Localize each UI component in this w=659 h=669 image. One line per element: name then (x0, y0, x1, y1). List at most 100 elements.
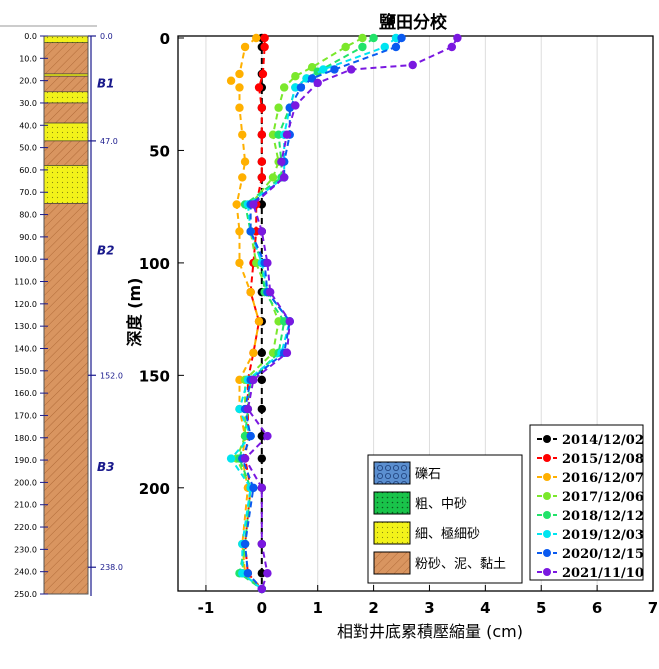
data-point (232, 200, 241, 209)
data-point (235, 69, 244, 79)
depth-tick-label: 140.0 (14, 344, 37, 353)
x-tick-label: 5 (536, 599, 546, 617)
legend-label: 2019/12/03 (562, 528, 644, 543)
data-point (238, 173, 247, 182)
x-tick-label: 2 (368, 599, 378, 617)
data-point (263, 569, 272, 578)
layer-sand (43, 35, 89, 43)
chart-title: 鹽田分校 (379, 12, 448, 33)
data-point (257, 227, 267, 236)
series-line (243, 37, 459, 590)
legend-swatch-marker (543, 435, 551, 443)
boundary-label: 0.0 (100, 32, 113, 41)
series-2017-12-06 (232, 33, 367, 594)
depth-tick-label: 110.0 (14, 278, 37, 287)
stratigraphic-column: 0.0 10.0 20.0 30.0 40.0 50.0 60.0 70.0 80.0 90.0 1… (0, 25, 123, 599)
data-point (266, 287, 275, 297)
depth-tick-label: 200.0 (14, 478, 37, 487)
legend-swatch-marker (543, 492, 551, 500)
data-point (246, 287, 255, 297)
plot-frame (177, 35, 654, 592)
data-point (447, 42, 457, 52)
y-axis-ticks: 0 50 100 150 200 (139, 30, 184, 498)
soil-label: 細、極細砂 (415, 526, 480, 542)
legend-label: 2018/12/12 (562, 509, 644, 524)
layer-silt (43, 203, 89, 595)
data-point (257, 539, 267, 549)
depth-tick-label: 150.0 (14, 367, 37, 376)
series-line (235, 37, 363, 590)
soil-label: 粉砂、泥、黏土 (415, 556, 506, 572)
depth-tick-label: 20.0 (19, 77, 37, 86)
data-point (246, 227, 255, 236)
zone-label-B1: B1 (97, 76, 115, 90)
boundary-label: 152.0 (100, 371, 123, 380)
data-point (391, 42, 401, 52)
data-point (279, 83, 289, 92)
soil-label: 粗、中砂 (415, 497, 467, 512)
plot-area: -1 0 1 2 3 4 5 6 7 0 50 100 150 200 鹽田分校 相對井底累積壓縮量 (… (125, 12, 658, 641)
data-point (257, 454, 267, 463)
series-2021-11-10 (240, 33, 462, 594)
layer-silt (43, 42, 89, 75)
layer-silt (43, 75, 89, 93)
data-point (249, 483, 258, 492)
data-point (235, 83, 244, 92)
data-point (358, 33, 367, 43)
data-point (257, 157, 267, 166)
depth-tick-label: 80.0 (19, 211, 37, 220)
depth-tick-label: 40.0 (19, 121, 37, 130)
soil-swatch-coarse (373, 491, 411, 515)
legend-label: 2017/12/06 (562, 490, 644, 505)
depth-tick-label: 210.0 (14, 501, 37, 510)
data-point (307, 74, 317, 83)
data-point (263, 431, 272, 441)
x-tick-label: 7 (648, 599, 658, 617)
layer-sand (43, 73, 89, 77)
data-point (249, 348, 258, 358)
legend-swatch-marker (543, 454, 551, 462)
data-point (249, 375, 258, 385)
y-tick-label: 50 (149, 142, 170, 160)
zone-label-B3: B3 (97, 460, 115, 474)
x-tick-label: -1 (198, 599, 215, 617)
y-tick-label: 150 (139, 367, 170, 385)
data-point (296, 83, 306, 92)
depth-tick-label: 10.0 (19, 54, 37, 63)
depth-tick-label: 60.0 (19, 166, 37, 175)
data-point (257, 173, 267, 182)
data-point (347, 65, 356, 74)
data-point (282, 348, 292, 358)
legend-swatch-marker (543, 530, 551, 538)
y-tick-label: 200 (139, 480, 170, 498)
depth-tick-label: 170.0 (14, 411, 37, 420)
series-legend: 2014/12/02 2015/12/08 2016/12/07 2017/12/06… (529, 424, 644, 581)
depth-tick-label: 190.0 (14, 456, 37, 465)
data-point (279, 173, 289, 182)
depth-tick-label: 30.0 (19, 99, 37, 108)
series-line (229, 37, 263, 590)
data-point (240, 42, 250, 52)
depth-tick-label: 160.0 (14, 389, 37, 398)
data-point (246, 431, 255, 441)
depth-tick-label: 90.0 (19, 233, 37, 242)
data-point (226, 76, 236, 85)
y-axis-label: 深度 (m) (125, 278, 144, 347)
depth-tick-label: 100.0 (14, 255, 37, 264)
data-point (254, 83, 264, 92)
depth-tick-label: 50.0 (19, 144, 37, 153)
data-point (238, 130, 247, 139)
data-point (257, 103, 267, 112)
depth-tick-label: 130.0 (14, 322, 37, 331)
series-2016-12-07 (226, 33, 267, 594)
data-point (240, 454, 250, 463)
series-line (244, 38, 266, 590)
layer-sand (43, 165, 89, 204)
x-axis-ticks: -1 0 1 2 3 4 5 6 7 (198, 585, 658, 617)
layer-sand (43, 91, 89, 104)
data-point (240, 539, 250, 549)
data-point (243, 404, 253, 414)
legend-label: 2021/11/10 (562, 566, 644, 581)
